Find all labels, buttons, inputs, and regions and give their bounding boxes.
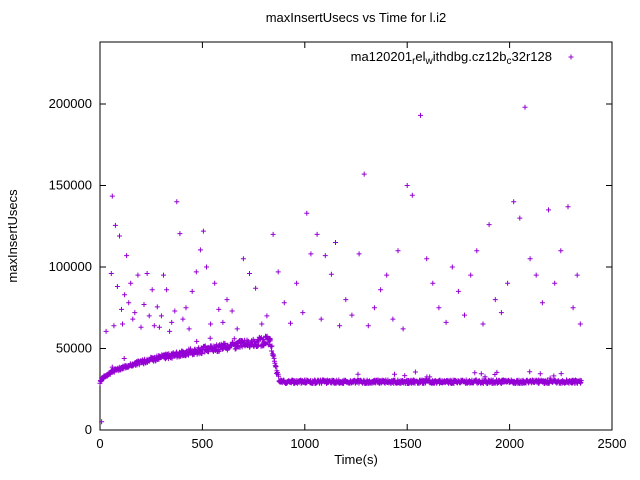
legend-plus-marker bbox=[568, 54, 574, 60]
plot-border bbox=[99, 41, 613, 431]
y-tick-label: 150000 bbox=[49, 177, 92, 192]
x-axis-label: Time(s) bbox=[334, 452, 378, 467]
scatter-points bbox=[97, 104, 584, 425]
x-tick-label: 1500 bbox=[393, 436, 422, 451]
x-tick-label: 0 bbox=[96, 436, 103, 451]
x-tick-label: 2000 bbox=[495, 436, 524, 451]
x-tick-label: 1000 bbox=[290, 436, 319, 451]
x-tick-label: 2500 bbox=[598, 436, 627, 451]
chart-title: maxInsertUsecs vs Time for l.i2 bbox=[266, 10, 447, 25]
y-axis-label: maxInsertUsecs bbox=[5, 189, 20, 283]
tick-marks bbox=[99, 42, 613, 431]
axis-ticks bbox=[99, 42, 613, 431]
axis-tick-labels: 0 500 1000 1500 2000 2500 0 50000 100000 150000 20… bbox=[49, 96, 627, 451]
legend-label: ma120201relwithdbg.cz12bc32r128 bbox=[351, 49, 552, 67]
y-tick-label: 100000 bbox=[49, 259, 92, 274]
legend-entry: ma120201relwithdbg.cz12bc32r128 bbox=[351, 49, 574, 67]
y-tick-label: 50000 bbox=[56, 340, 92, 355]
y-tick-label: 0 bbox=[85, 422, 92, 437]
y-tick-label: 200000 bbox=[49, 96, 92, 111]
data-points bbox=[97, 104, 584, 425]
x-tick-label: 500 bbox=[192, 436, 214, 451]
